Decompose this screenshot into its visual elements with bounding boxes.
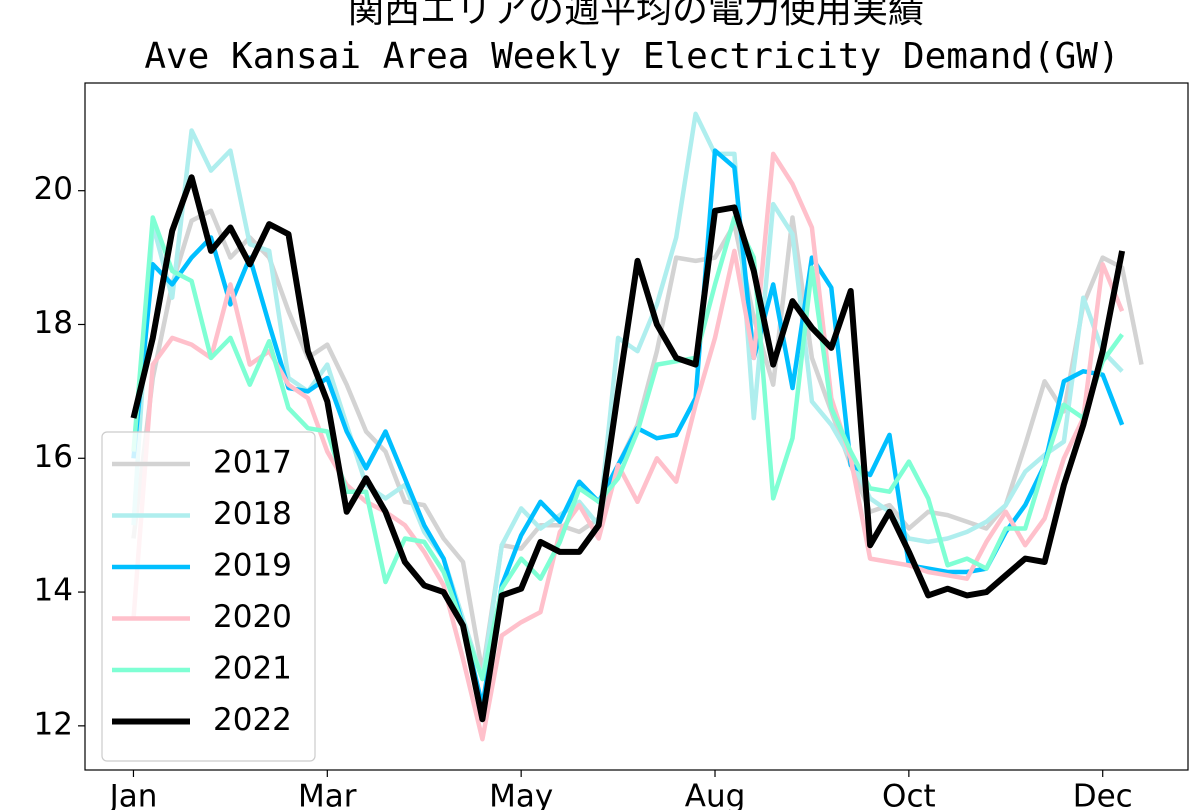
chart-subtitle: Ave Kansai Area Weekly Electricity Deman… [144, 36, 1119, 77]
y-tick-label: 12 [34, 706, 73, 742]
x-tick-label: Mar [298, 779, 357, 810]
chart-title: 関西エリアの週平均の電力使用実績 [348, 0, 924, 31]
x-tick-label: Aug [685, 779, 746, 810]
legend-label: 2018 [213, 496, 292, 532]
legend-label: 2019 [213, 548, 292, 584]
plot-area: 12 14 16 18 20 Jan Mar May Aug Oct Dec [34, 111, 1144, 810]
legend-label: 2020 [213, 599, 292, 635]
y-tick-label: 18 [34, 305, 73, 341]
x-tick-label: Jan [108, 779, 158, 810]
series-line [131, 215, 1124, 682]
series-line [130, 174, 1126, 723]
legend: 2017 2018 2019 2020 2021 2022 [101, 431, 316, 762]
x-tick-label: Oct [882, 779, 936, 810]
y-tick-label: 20 [34, 171, 73, 207]
x-tick-label: May [489, 779, 553, 810]
y-tick-label: 14 [34, 573, 73, 609]
legend-label: 2022 [213, 702, 292, 738]
x-tick-label: Dec [1073, 779, 1133, 810]
y-tick-label: 16 [34, 439, 73, 475]
series-line [131, 151, 1125, 742]
legend-label: 2021 [213, 651, 292, 687]
axes-frame [84, 82, 1189, 771]
legend-label: 2017 [213, 445, 292, 481]
